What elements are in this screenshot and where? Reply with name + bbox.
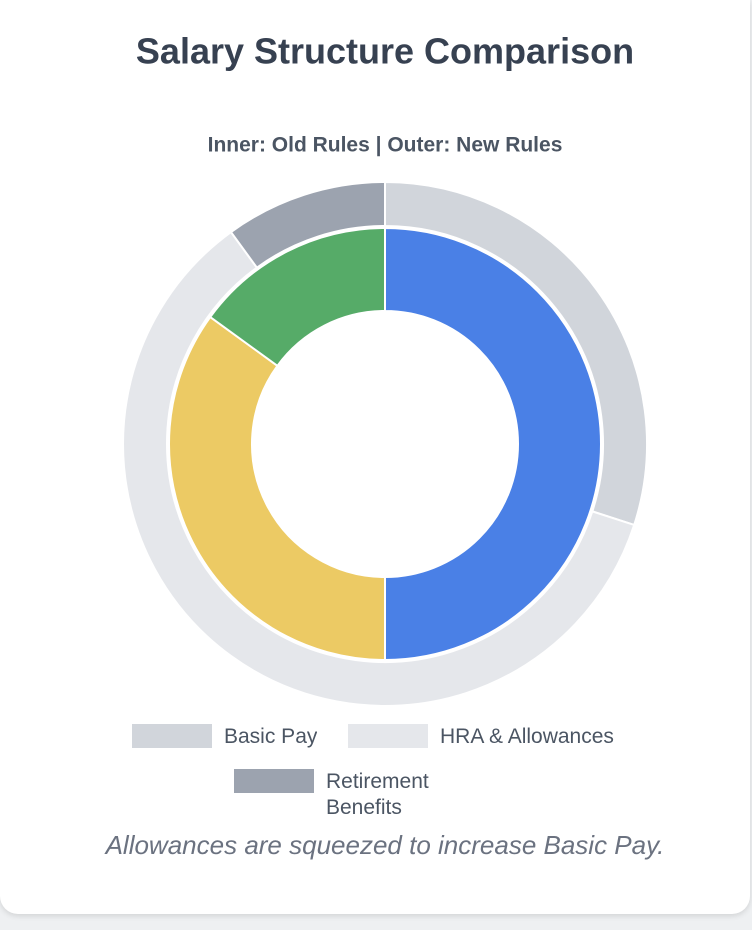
legend-item[interactable]: HRA & Allowances (348, 724, 614, 750)
footnote: Allowances are squeezed to increase Basi… (105, 830, 665, 860)
doughnut-segment (168, 315, 386, 662)
legend-item[interactable]: Basic Pay (132, 724, 317, 750)
chart-subtitle: Inner: Old Rules | Outer: New Rules (208, 134, 563, 157)
doughnut-segment (229, 180, 386, 270)
legend-swatch (234, 769, 314, 793)
doughnut-segment (208, 226, 386, 368)
legend-label: Retirement Benefits (326, 770, 429, 815)
chart-title: Salary Structure Comparison (136, 31, 634, 72)
legend-label: HRA & Allowances (440, 725, 614, 748)
legend-item[interactable]: Retirement Benefits (234, 769, 456, 815)
legend-swatch (132, 724, 212, 748)
legend-swatch (348, 724, 428, 748)
legend-label: Basic Pay (224, 725, 318, 748)
doughnut-segment (122, 230, 636, 707)
doughnut-segment (384, 226, 602, 662)
